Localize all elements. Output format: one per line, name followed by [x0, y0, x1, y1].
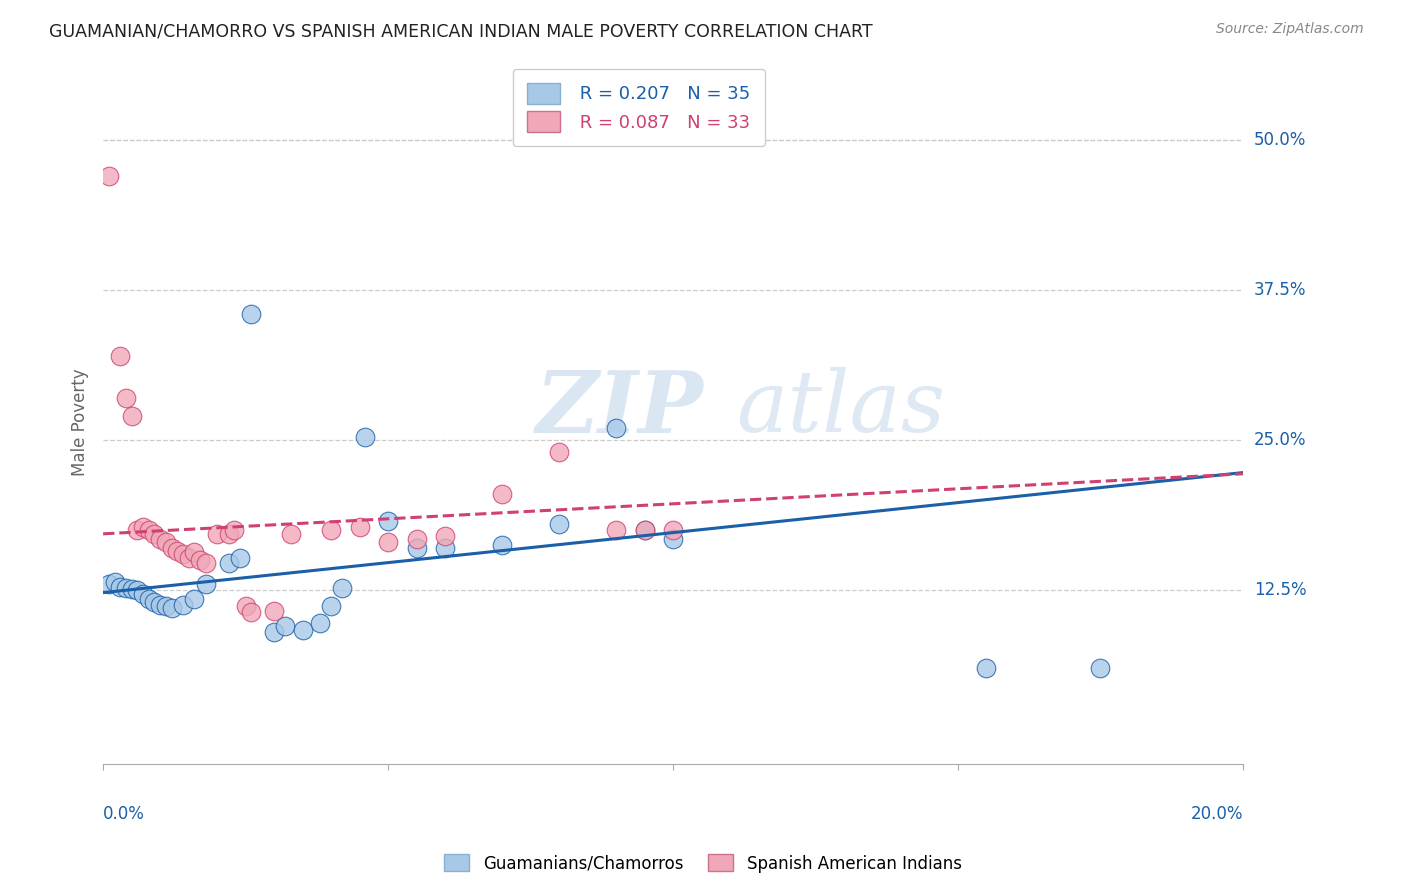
Point — [166, 543, 188, 558]
Point — [349, 519, 371, 533]
Point — [194, 556, 217, 570]
Point — [605, 523, 627, 537]
Point — [434, 541, 457, 556]
Point — [377, 535, 399, 549]
Legend: Guamanians/Chamorros, Spanish American Indians: Guamanians/Chamorros, Spanish American I… — [437, 847, 969, 880]
Point — [149, 598, 172, 612]
Text: ZIP: ZIP — [536, 367, 704, 450]
Point — [172, 547, 194, 561]
Point — [194, 577, 217, 591]
Text: 50.0%: 50.0% — [1254, 131, 1306, 149]
Point — [976, 661, 998, 675]
Point — [319, 523, 342, 537]
Point — [229, 550, 252, 565]
Point — [263, 604, 285, 618]
Point — [183, 545, 205, 559]
Point — [308, 615, 330, 630]
Point — [127, 583, 149, 598]
Point — [183, 591, 205, 606]
Point — [103, 574, 125, 589]
Point — [149, 532, 172, 546]
Y-axis label: Male Poverty: Male Poverty — [72, 368, 89, 476]
Legend:  R = 0.207   N = 35,  R = 0.087   N = 33: R = 0.207 N = 35, R = 0.087 N = 33 — [513, 69, 765, 146]
Point — [633, 523, 655, 537]
Point — [405, 532, 427, 546]
Point — [115, 391, 138, 405]
Point — [160, 601, 183, 615]
Point — [138, 591, 160, 606]
Point — [633, 523, 655, 537]
Point — [548, 445, 571, 459]
Point — [132, 519, 155, 533]
Point — [97, 169, 120, 183]
Point — [110, 349, 132, 363]
Text: atlas: atlas — [735, 368, 945, 450]
Point — [188, 553, 211, 567]
Point — [491, 538, 513, 552]
Text: Source: ZipAtlas.com: Source: ZipAtlas.com — [1216, 22, 1364, 37]
Text: 20.0%: 20.0% — [1191, 805, 1243, 823]
Point — [332, 581, 354, 595]
Text: 12.5%: 12.5% — [1254, 582, 1306, 599]
Point — [177, 550, 200, 565]
Point — [274, 619, 297, 633]
Text: GUAMANIAN/CHAMORRO VS SPANISH AMERICAN INDIAN MALE POVERTY CORRELATION CHART: GUAMANIAN/CHAMORRO VS SPANISH AMERICAN I… — [49, 22, 873, 40]
Point — [218, 556, 240, 570]
Point — [97, 577, 120, 591]
Point — [263, 625, 285, 640]
Point — [548, 517, 571, 532]
Point — [138, 523, 160, 537]
Point — [280, 526, 302, 541]
Point — [121, 582, 143, 596]
Point — [434, 529, 457, 543]
Point — [662, 532, 685, 546]
Text: 37.5%: 37.5% — [1254, 281, 1306, 299]
Point — [405, 541, 427, 556]
Point — [218, 526, 240, 541]
Point — [235, 599, 257, 613]
Text: 25.0%: 25.0% — [1254, 431, 1306, 450]
Point — [110, 580, 132, 594]
Point — [1090, 661, 1112, 675]
Text: 0.0%: 0.0% — [103, 805, 145, 823]
Point — [155, 599, 177, 613]
Point — [240, 605, 263, 619]
Point — [291, 623, 314, 637]
Point — [240, 307, 263, 321]
Point — [377, 514, 399, 528]
Point — [205, 526, 228, 541]
Point — [160, 541, 183, 556]
Point — [143, 595, 166, 609]
Point — [127, 523, 149, 537]
Point — [354, 429, 377, 443]
Point — [121, 409, 143, 424]
Point — [143, 526, 166, 541]
Point — [115, 581, 138, 595]
Point — [605, 421, 627, 435]
Point — [155, 535, 177, 549]
Point — [662, 523, 685, 537]
Point — [319, 599, 342, 613]
Point — [491, 487, 513, 501]
Point — [224, 523, 246, 537]
Point — [132, 587, 155, 601]
Point — [172, 598, 194, 612]
